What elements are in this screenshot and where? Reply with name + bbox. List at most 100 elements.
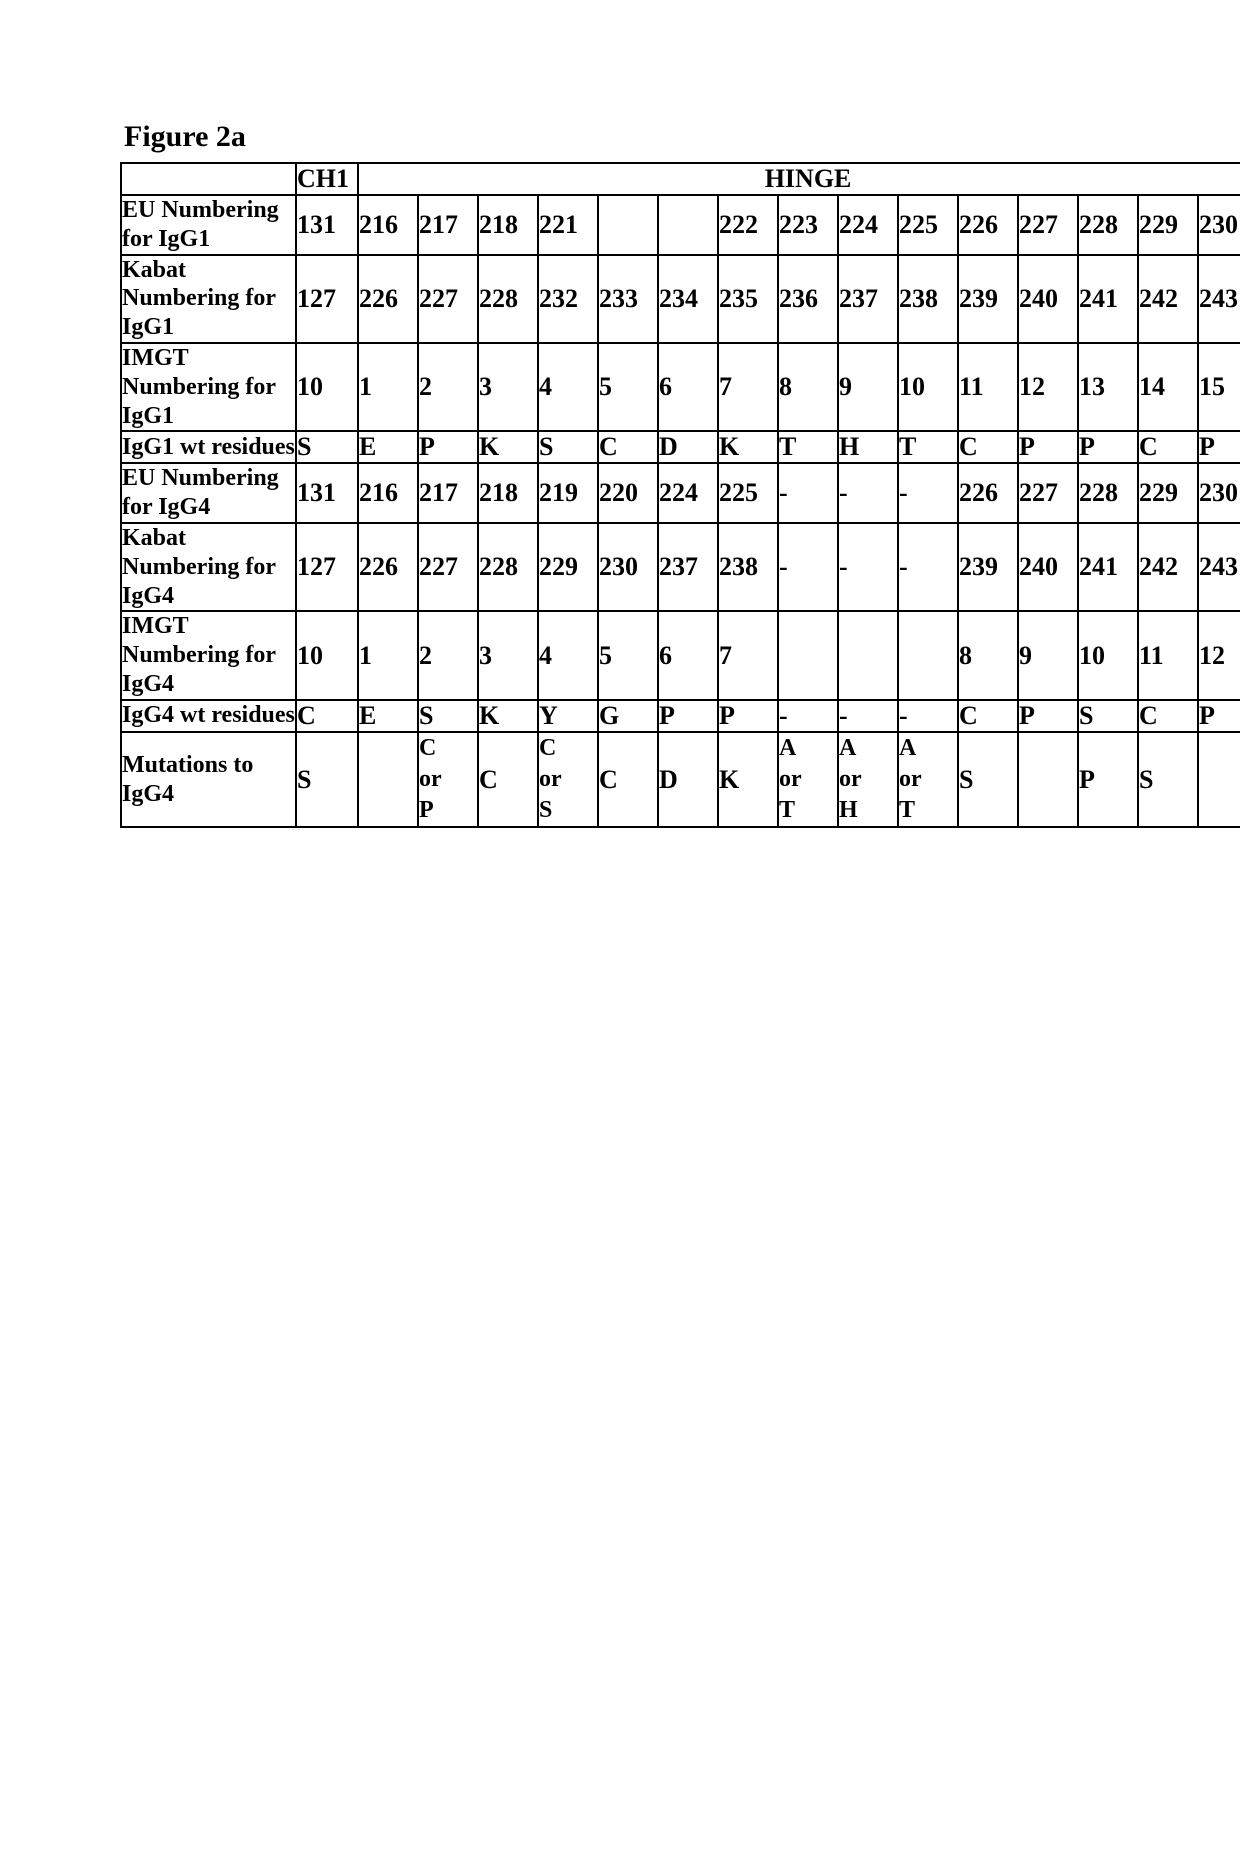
cell	[898, 611, 958, 699]
cell: 243	[1198, 255, 1240, 343]
cell: 1	[358, 343, 418, 431]
cell: 224	[658, 463, 718, 523]
cell: -	[778, 700, 838, 732]
cell: 127	[296, 523, 358, 611]
cell: 8	[778, 343, 838, 431]
cell: C	[1138, 431, 1198, 463]
cell: 216	[358, 195, 418, 255]
cell: 229	[1138, 463, 1198, 523]
section-header-row: CH1 HINGE	[121, 163, 1240, 195]
cell: 226	[358, 523, 418, 611]
cell: P	[658, 700, 718, 732]
cell: T	[898, 431, 958, 463]
row-label: IgG1 wt residues	[121, 431, 296, 463]
cell: -	[838, 523, 898, 611]
row-label: Kabat Numbering for IgG1	[121, 255, 296, 343]
cell: P	[418, 431, 478, 463]
row-label: IMGT Numbering for IgG1	[121, 343, 296, 431]
cell: 229	[538, 523, 598, 611]
cell: -	[838, 700, 898, 732]
cell: 10	[1078, 611, 1138, 699]
cell: 2	[418, 343, 478, 431]
cell	[1018, 732, 1078, 828]
cell: 229	[1138, 195, 1198, 255]
cell: -	[778, 463, 838, 523]
cell: S	[1078, 700, 1138, 732]
cell: Y	[538, 700, 598, 732]
figure-page: Figure 2a CH1 HINGE EU Numbering for IgG…	[0, 0, 1240, 888]
cell: S	[296, 431, 358, 463]
hinge-table: CH1 HINGE EU Numbering for IgG1 131 216 …	[120, 162, 1240, 828]
cell: E	[358, 431, 418, 463]
cell: 234	[658, 255, 718, 343]
cell: 220	[598, 463, 658, 523]
cell: P	[1198, 700, 1240, 732]
cell: K	[478, 700, 538, 732]
cell: 241	[1078, 255, 1138, 343]
cell: P	[1078, 431, 1138, 463]
cell: 227	[418, 523, 478, 611]
cell: AorT	[778, 732, 838, 828]
cell: 227	[1018, 195, 1078, 255]
cell: 3	[478, 343, 538, 431]
cell: 12	[1018, 343, 1078, 431]
cell: 217	[418, 463, 478, 523]
cell: 216	[358, 463, 418, 523]
cell: K	[718, 732, 778, 828]
cell: -	[778, 523, 838, 611]
cell: K	[718, 431, 778, 463]
cell: 3	[478, 611, 538, 699]
cell: 239	[958, 523, 1018, 611]
cell: 1	[358, 611, 418, 699]
row-label: IMGT Numbering for IgG4	[121, 611, 296, 699]
cell: 227	[418, 255, 478, 343]
cell: S	[538, 431, 598, 463]
cell: T	[778, 431, 838, 463]
cell: 224	[838, 195, 898, 255]
cell: 235	[718, 255, 778, 343]
cell: 10	[296, 611, 358, 699]
cell: 10	[898, 343, 958, 431]
cell: 6	[658, 611, 718, 699]
cell: 241	[1078, 523, 1138, 611]
row-label: Mutations to IgG4	[121, 732, 296, 828]
cell: P	[1078, 732, 1138, 828]
cell: 242	[1138, 523, 1198, 611]
cell: 226	[358, 255, 418, 343]
cell: 225	[718, 463, 778, 523]
figure-caption: Figure 2a	[124, 120, 1160, 154]
table-row: Kabat Numbering for IgG4 127 226 227 228…	[121, 523, 1240, 611]
cell: 218	[478, 195, 538, 255]
row-label: Kabat Numbering for IgG4	[121, 523, 296, 611]
cell: -	[898, 523, 958, 611]
cell: P	[1018, 700, 1078, 732]
cell: 242	[1138, 255, 1198, 343]
cell: 238	[898, 255, 958, 343]
row-label: IgG4 wt residues	[121, 700, 296, 732]
cell: C	[1138, 700, 1198, 732]
cell: 228	[478, 523, 538, 611]
cell: 236	[778, 255, 838, 343]
cell: -	[898, 463, 958, 523]
cell: 9	[1018, 611, 1078, 699]
cell: 243	[1198, 523, 1240, 611]
cell: 9	[838, 343, 898, 431]
cell: 11	[1138, 611, 1198, 699]
cell: 131	[296, 195, 358, 255]
cell: 237	[658, 523, 718, 611]
cell: AorH	[838, 732, 898, 828]
blank-header-cell	[121, 163, 296, 195]
cell: 11	[958, 343, 1018, 431]
cell: 7	[718, 343, 778, 431]
table-row: Kabat Numbering for IgG1 127 226 227 228…	[121, 255, 1240, 343]
cell: 230	[598, 523, 658, 611]
cell: C	[296, 700, 358, 732]
cell	[658, 195, 718, 255]
cell: -	[838, 463, 898, 523]
table-row: IMGT Numbering for IgG1 10 1 2 3 4 5 6 7…	[121, 343, 1240, 431]
cell: S	[958, 732, 1018, 828]
cell: 228	[1078, 195, 1138, 255]
cell	[1198, 732, 1240, 828]
cell: D	[658, 732, 718, 828]
cell: 127	[296, 255, 358, 343]
